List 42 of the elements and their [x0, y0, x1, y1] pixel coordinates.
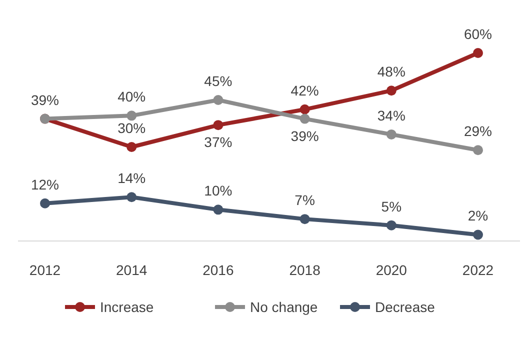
data-label: 30% — [118, 120, 146, 136]
data-label: 39% — [30, 92, 60, 108]
data-label: 42% — [290, 82, 319, 98]
point — [40, 198, 50, 208]
legend-label: No change — [250, 299, 318, 315]
data-label: 5% — [381, 198, 402, 214]
point — [126, 142, 137, 152]
point — [473, 230, 483, 240]
point — [300, 114, 310, 124]
point — [300, 104, 310, 114]
legend-label: Increase — [100, 299, 154, 315]
data-label: 10% — [204, 182, 232, 199]
x-tick-label: 2022 — [462, 262, 494, 278]
data-label: 45% — [204, 73, 232, 89]
data-label: 39% — [290, 128, 319, 144]
legend-label: Decrease — [375, 299, 436, 315]
point — [126, 192, 137, 202]
data-label: 40% — [118, 88, 146, 105]
data-label: 12% — [30, 176, 60, 192]
x-tick-label: 2012 — [29, 262, 61, 278]
data-label: 60% — [464, 26, 492, 42]
point — [386, 129, 396, 140]
x-tick-label: 2016 — [202, 262, 234, 278]
x-tick-label: 2020 — [376, 262, 408, 278]
data-label: 2% — [468, 208, 488, 224]
point — [213, 120, 224, 130]
data-label: 37% — [204, 134, 232, 150]
data-label: 34% — [377, 107, 406, 124]
data-label: 48% — [377, 64, 406, 80]
data-label: 14% — [118, 170, 146, 186]
point — [213, 204, 224, 215]
point — [386, 86, 396, 96]
data-label: 29% — [464, 123, 492, 140]
point — [300, 214, 310, 224]
data-label: 7% — [294, 192, 315, 208]
point — [386, 220, 396, 230]
point — [473, 48, 483, 58]
point — [126, 110, 137, 121]
point — [213, 95, 224, 105]
point — [473, 145, 483, 156]
x-tick-label: 2014 — [116, 262, 148, 278]
x-tick-label: 2018 — [289, 262, 321, 278]
